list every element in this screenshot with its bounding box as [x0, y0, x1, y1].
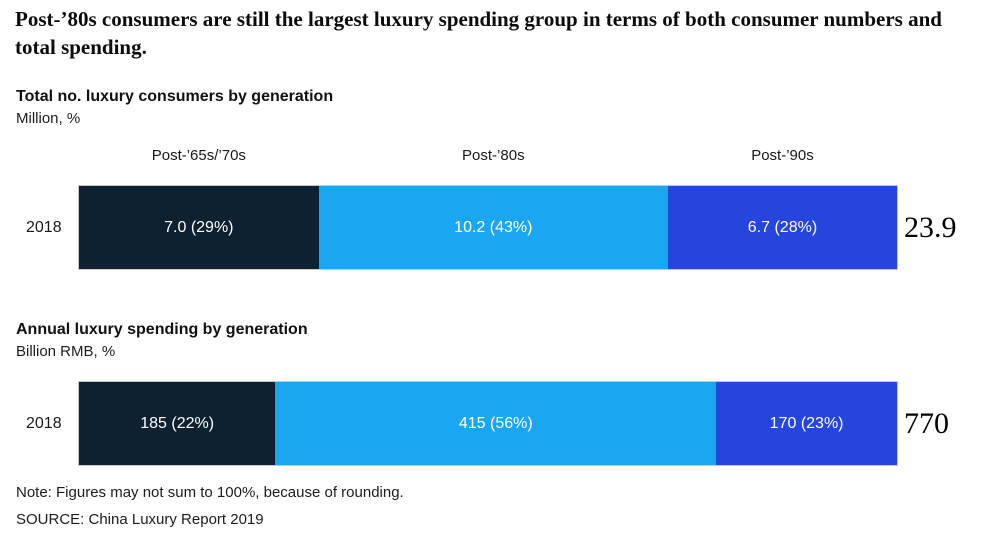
chart1-total-value: 23.9	[904, 210, 957, 244]
chart2-bar-row: 2018 185 (22%) 415 (56%) 170 (23%) 770	[0, 381, 1000, 466]
chart2-segment-post-90s: 170 (23%)	[716, 382, 897, 465]
column-label-post-80s: Post-’80s	[462, 147, 525, 164]
source-line: SOURCE: China Luxury Report 2019	[16, 511, 264, 528]
chart2-total-value: 770	[904, 406, 949, 440]
column-label-post-65s-70s: Post-’65s/’70s	[151, 147, 246, 164]
chart1-unit-label: Million, %	[16, 110, 81, 127]
chart2-stacked-bar: 185 (22%) 415 (56%) 170 (23%)	[78, 381, 898, 466]
chart2-unit-label: Billion RMB, %	[16, 343, 116, 360]
chart1-segment-post-80s: 10.2 (43%)	[318, 186, 668, 269]
exhibit-title: Post-’80s consumers are still the larges…	[15, 7, 942, 59]
chart1-segment-legend: Post-’65s/’70s Post-’80s Post-’90s	[79, 147, 897, 164]
chart1-year-label: 2018	[26, 218, 62, 236]
chart2-title: Annual luxury spending by generation	[16, 321, 308, 338]
chart2-segment-post-65s-70s: 185 (22%)	[79, 382, 276, 465]
chart1-stacked-bar: 7.0 (29%) 10.2 (43%) 6.7 (28%)	[78, 185, 898, 270]
chart1-title: Total no. luxury consumers by generation	[16, 88, 334, 105]
chart1-segment-post-65s-70s: 7.0 (29%)	[79, 186, 319, 269]
chart2-segment-post-80s: 415 (56%)	[275, 382, 717, 465]
chart1-segment-post-90s: 6.7 (28%)	[667, 186, 897, 269]
column-label-post-90s: Post-’90s	[751, 147, 814, 164]
chart2-year-label: 2018	[26, 414, 62, 432]
chart1-bar-row: 2018 7.0 (29%) 10.2 (43%) 6.7 (28%) 23.9	[0, 185, 1000, 270]
footnote: Note: Figures may not sum to 100%, becau…	[16, 484, 404, 501]
